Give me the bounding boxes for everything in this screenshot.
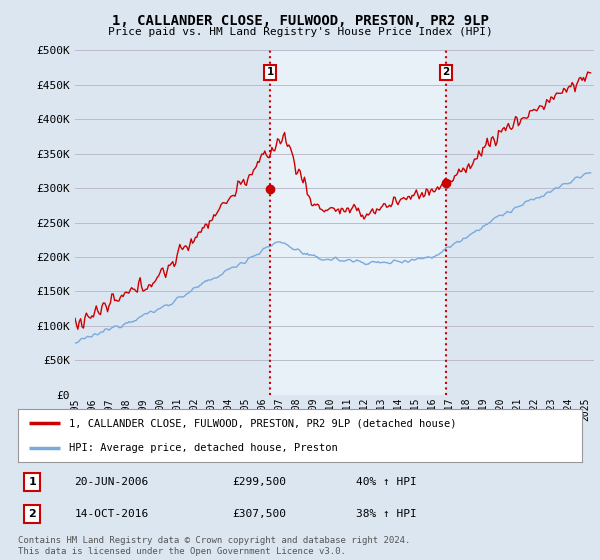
Text: £307,500: £307,500 bbox=[232, 509, 286, 519]
Text: 2: 2 bbox=[442, 67, 449, 77]
Text: 1: 1 bbox=[266, 67, 274, 77]
Text: 38% ↑ HPI: 38% ↑ HPI bbox=[356, 509, 417, 519]
Text: 40% ↑ HPI: 40% ↑ HPI bbox=[356, 477, 417, 487]
Text: 1: 1 bbox=[28, 477, 36, 487]
Text: HPI: Average price, detached house, Preston: HPI: Average price, detached house, Pres… bbox=[69, 442, 338, 452]
Text: 20-JUN-2006: 20-JUN-2006 bbox=[74, 477, 149, 487]
Bar bbox=[270, 50, 446, 395]
Text: £299,500: £299,500 bbox=[232, 477, 286, 487]
Text: 1, CALLANDER CLOSE, FULWOOD, PRESTON, PR2 9LP (detached house): 1, CALLANDER CLOSE, FULWOOD, PRESTON, PR… bbox=[69, 418, 456, 428]
Text: Price paid vs. HM Land Registry's House Price Index (HPI): Price paid vs. HM Land Registry's House … bbox=[107, 27, 493, 37]
Text: 14-OCT-2016: 14-OCT-2016 bbox=[74, 509, 149, 519]
Text: 2: 2 bbox=[28, 509, 36, 519]
Text: Contains HM Land Registry data © Crown copyright and database right 2024.
This d: Contains HM Land Registry data © Crown c… bbox=[18, 536, 410, 556]
Text: 1, CALLANDER CLOSE, FULWOOD, PRESTON, PR2 9LP: 1, CALLANDER CLOSE, FULWOOD, PRESTON, PR… bbox=[112, 14, 488, 28]
